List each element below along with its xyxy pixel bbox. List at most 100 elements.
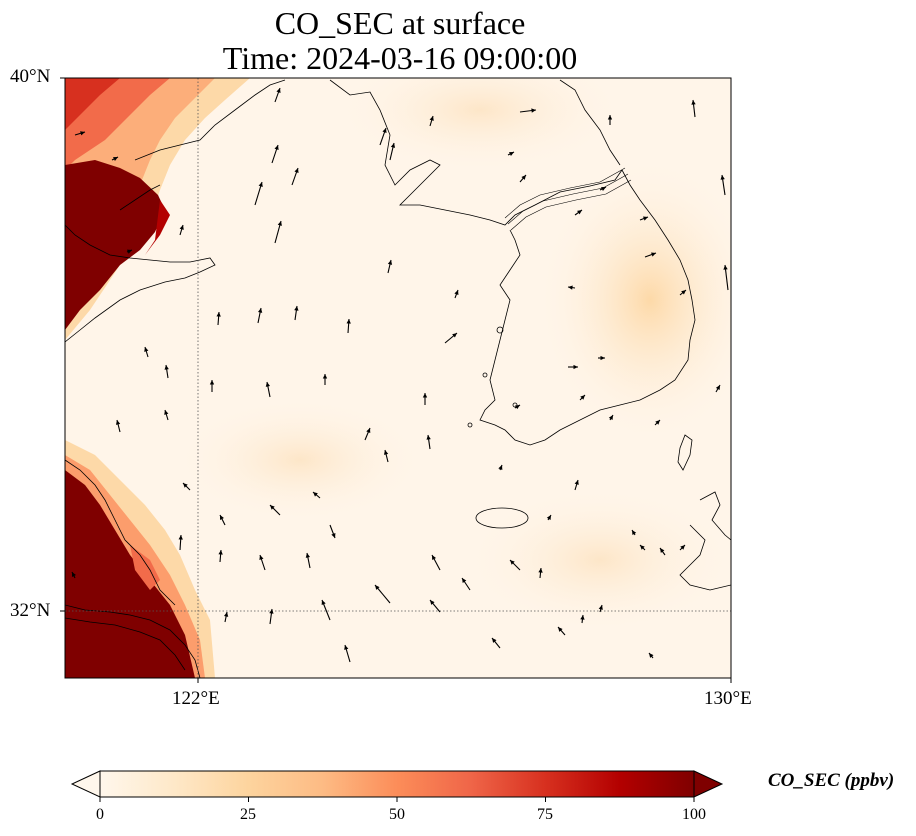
wind-arrow-head <box>344 645 349 650</box>
concentration-field <box>65 78 731 678</box>
wind-arrow-head <box>218 550 223 555</box>
title-line-1: CO_SEC at surface <box>274 5 526 41</box>
wind-arrow-head <box>649 653 654 658</box>
lon-label-130: 130°E <box>704 688 752 709</box>
wind-arrow-head <box>573 364 578 370</box>
wind-arrow-head <box>179 225 184 230</box>
wind-arrow-head <box>426 435 431 440</box>
wind-arrow-head <box>723 265 728 270</box>
wind-arrow-head <box>269 609 274 614</box>
colorbar-label: CO_SEC (ppbv) <box>768 770 895 791</box>
wind-arrow-head <box>178 535 183 540</box>
wind-arrow-head <box>515 405 520 410</box>
wind-arrow-head <box>294 168 299 173</box>
wind-arrow-head <box>276 88 281 93</box>
wind-arrow-head <box>305 553 311 558</box>
colorbar <box>70 770 724 802</box>
lat-label-40: 40°N <box>10 66 51 87</box>
wind-arrow-head <box>216 312 221 317</box>
wind-arrow-head <box>383 450 389 455</box>
wind-arrow-head <box>452 333 457 338</box>
wind-arrow-head <box>492 638 497 643</box>
wind-arrow-head <box>660 548 665 553</box>
wind-arrow-head <box>558 627 563 632</box>
wind-arrow-head <box>322 374 328 379</box>
wind-arrow-head <box>600 355 605 361</box>
wind-arrow-head <box>80 131 85 136</box>
wind-arrow-head <box>598 605 603 610</box>
wind-arrow-head <box>531 108 536 113</box>
wind-arrow-head <box>113 157 118 161</box>
wind-arrow-head <box>127 249 132 254</box>
wind-arrow-head <box>274 145 279 150</box>
wind-arrow-head <box>429 116 434 121</box>
wind-arrow-head <box>430 600 435 605</box>
wind-arrow-head <box>223 612 229 617</box>
wind-arrow-head <box>498 465 503 470</box>
colorbar-tick-50: 50 <box>389 806 405 823</box>
wind-arrow-head <box>432 555 437 560</box>
wind-arrow-head <box>568 285 573 290</box>
wind-arrow-head <box>270 505 275 510</box>
wind-arrow-head <box>294 306 299 311</box>
wind-arrow-head <box>144 347 149 352</box>
wind-arrow-head <box>183 483 188 488</box>
wind-arrow-head <box>577 210 582 215</box>
wind-arrow-head <box>643 216 648 221</box>
wind-arrow-head <box>681 290 686 295</box>
wind-arrow-head <box>691 100 696 105</box>
wind-arrow-head <box>510 560 515 565</box>
wind-arrow-head <box>462 578 467 583</box>
wind-arrow-head <box>209 380 215 385</box>
colorbar-tick-75: 75 <box>537 806 553 823</box>
wind-arrow-head <box>366 428 371 433</box>
wind-arrow-head <box>346 319 351 324</box>
wind-arrow-head <box>608 415 613 420</box>
wind-arrow-head <box>715 385 720 390</box>
colorbar-tick-25: 25 <box>240 806 256 823</box>
wind-arrow-head <box>720 175 725 180</box>
wind-arrow-head <box>640 545 645 550</box>
wind-arrow-head <box>258 182 263 187</box>
wind-arrow-head <box>375 585 380 590</box>
wind-arrow-head <box>521 175 526 180</box>
wind-arrow-head <box>574 480 579 485</box>
colorbar-tick-0: 0 <box>96 806 104 823</box>
wind-arrow-head <box>313 492 318 497</box>
colorbar-tick-100: 100 <box>682 806 706 823</box>
wind-arrow-head <box>72 572 76 577</box>
wind-arrow-head <box>422 393 428 398</box>
wind-arrow-head <box>655 420 660 425</box>
wind-arrow-head <box>546 515 551 520</box>
wind-arrow-head <box>115 420 121 425</box>
wind-arrow-head <box>265 382 271 387</box>
wind-arrow-head <box>257 308 263 313</box>
wind-arrow-head <box>220 515 224 520</box>
wind-arrow-head <box>390 143 396 148</box>
wind-arrow-head <box>580 395 585 400</box>
wind-arrow-head <box>382 128 387 133</box>
wind-arrow-head <box>259 555 264 560</box>
lon-label-122: 122°E <box>172 688 220 709</box>
lat-label-32: 32°N <box>10 600 51 621</box>
wind-arrow-head <box>509 152 514 156</box>
wind-arrow-head <box>454 290 459 295</box>
coastlines <box>65 79 731 678</box>
wind-arrow-head <box>580 615 585 620</box>
wind-arrow-head <box>321 600 326 605</box>
wind-arrow-head <box>164 365 169 370</box>
wind-arrow-head <box>538 568 543 573</box>
wind-arrow-head <box>277 221 282 226</box>
wind-arrow-head <box>601 187 606 191</box>
wind-arrow-head <box>607 115 613 120</box>
title-line-2: Time: 2024-03-16 09:00:00 <box>222 40 578 76</box>
map-frame <box>64 77 732 679</box>
wind-arrow-head <box>632 530 637 535</box>
wind-arrow-head <box>331 533 336 538</box>
wind-arrow-head <box>387 260 393 265</box>
wind-arrow-head <box>164 410 169 415</box>
wind-arrow-head <box>651 252 656 257</box>
wind-vectors <box>71 87 729 663</box>
wind-arrow-head <box>680 545 685 550</box>
